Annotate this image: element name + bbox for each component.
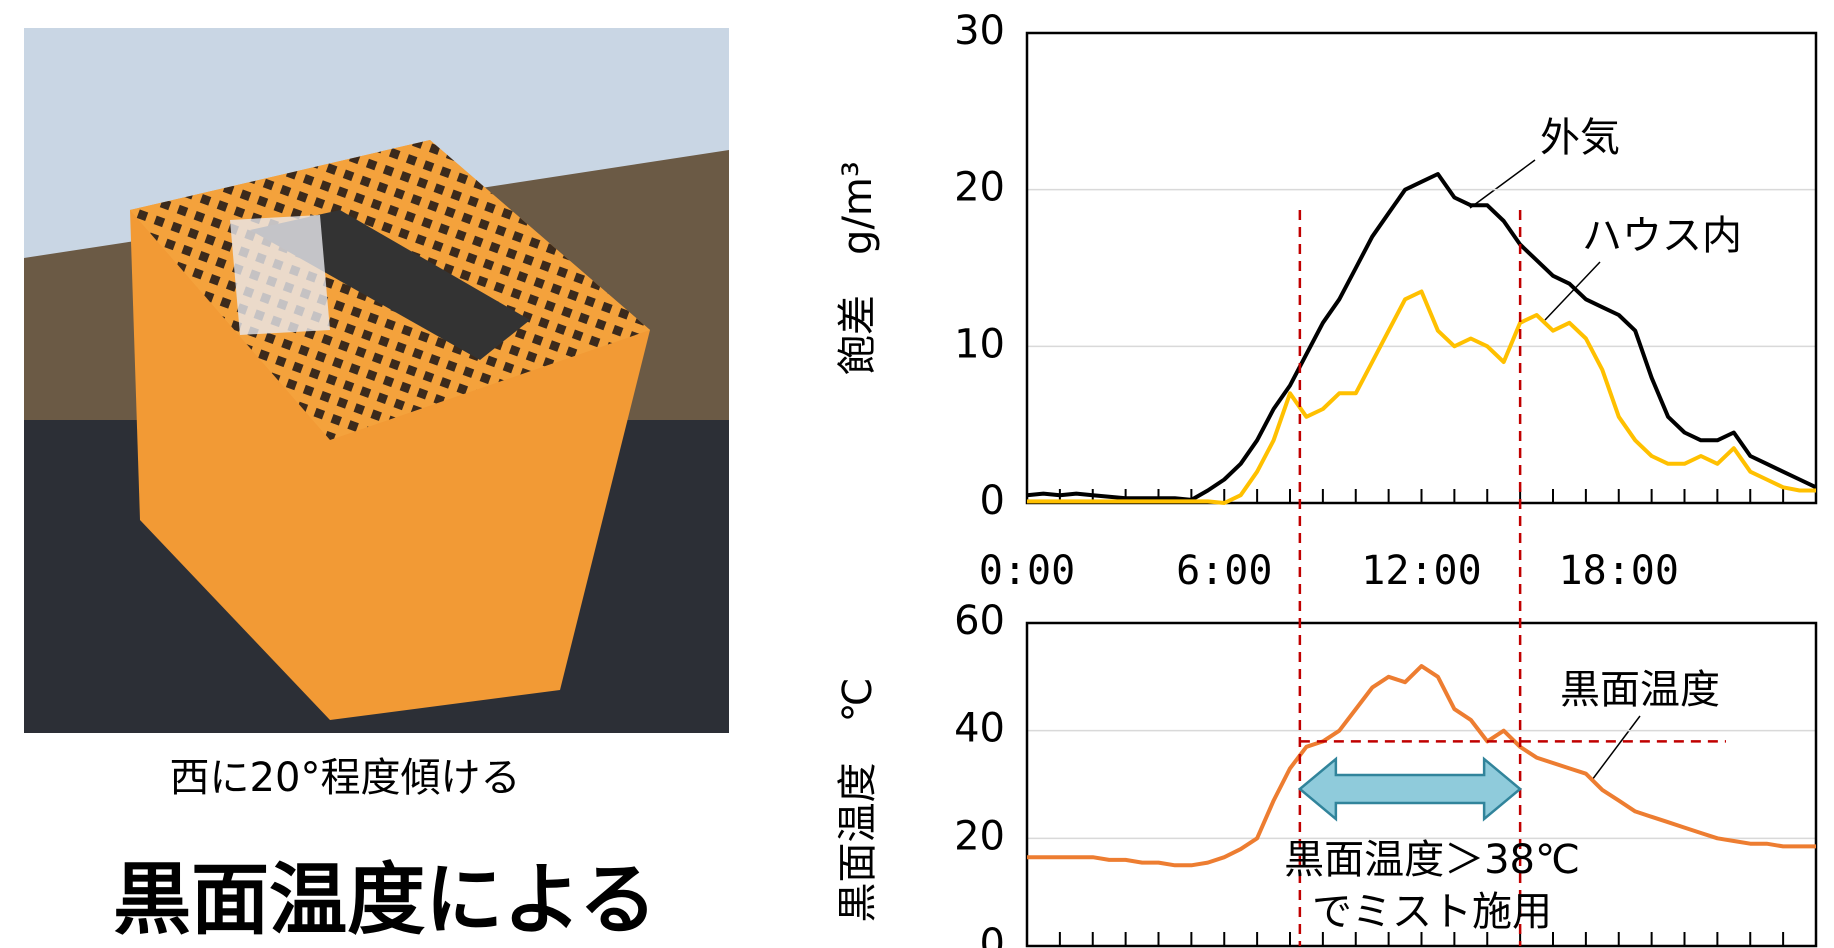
y-tick-label: 20 bbox=[954, 813, 1005, 859]
x-tick-label: 6:00 bbox=[1176, 548, 1272, 594]
y-tick-label: 60 bbox=[954, 598, 1005, 644]
annotation: 黒面温度＞38℃ bbox=[1284, 837, 1580, 883]
annotation: でミスト施用 bbox=[1312, 889, 1552, 935]
y-axis-label: 黒面温度 ℃ bbox=[835, 678, 881, 923]
y-axis-label: 飽差 g/m³ bbox=[835, 161, 881, 375]
leader-line bbox=[1545, 262, 1600, 320]
x-tick-label: 12:00 bbox=[1361, 548, 1481, 594]
series-label: 黒面温度 bbox=[1560, 667, 1720, 713]
leader-line bbox=[1592, 716, 1640, 780]
plot-frame bbox=[1027, 33, 1816, 503]
y-tick-label: 20 bbox=[954, 165, 1005, 211]
x-tick-label: 0:00 bbox=[979, 548, 1075, 594]
series-line bbox=[1027, 292, 1816, 504]
y-tick-label: 10 bbox=[954, 321, 1005, 367]
x-tick-label: 18:00 bbox=[1559, 548, 1679, 594]
photo-caption: 西に20°程度傾ける bbox=[170, 755, 521, 801]
photo bbox=[24, 28, 729, 733]
y-tick-label: 40 bbox=[954, 706, 1005, 752]
leader-line bbox=[1470, 160, 1535, 208]
y-tick-label: 0 bbox=[980, 478, 1005, 524]
heading: 黒面温度による bbox=[113, 855, 657, 945]
series-label: 外気 bbox=[1540, 115, 1620, 161]
series-label: ハウス内 bbox=[1582, 213, 1742, 259]
page: 西に20°程度傾ける 黒面温度による 外気 ハウス内 黒面温度 0 10 20 30 0… bbox=[0, 0, 1834, 948]
mist-arrow bbox=[1300, 759, 1520, 819]
y-tick-label: 0 bbox=[980, 921, 1005, 948]
y-tick-label: 30 bbox=[954, 8, 1005, 54]
